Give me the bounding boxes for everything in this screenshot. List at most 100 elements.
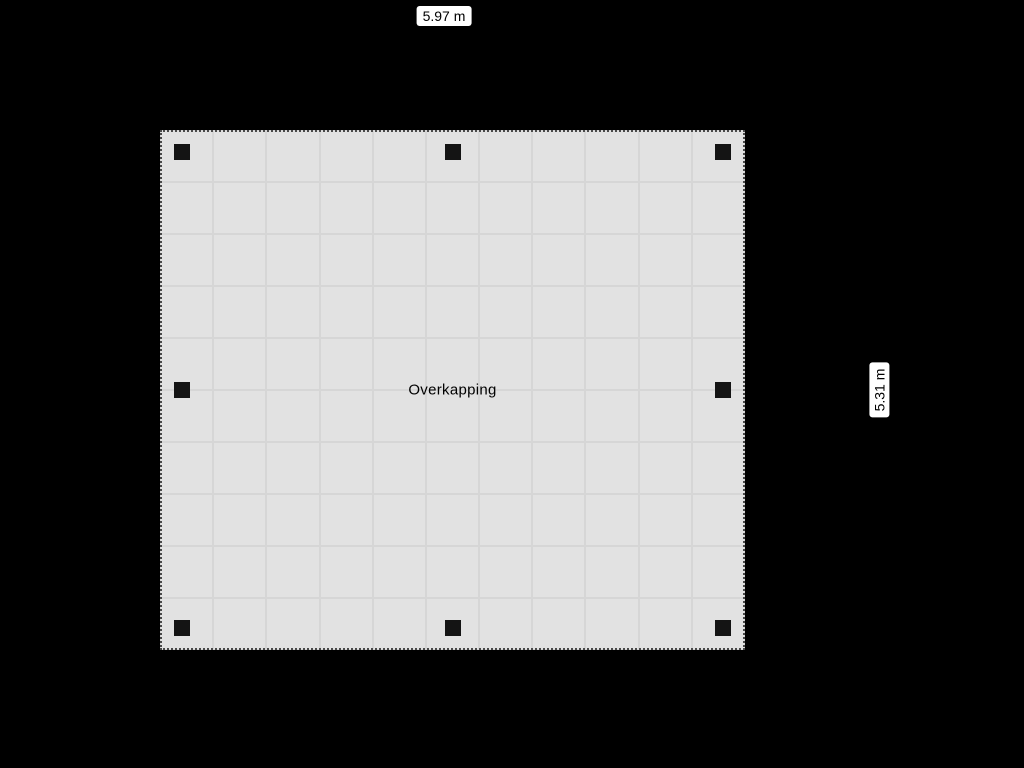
floor-tile bbox=[266, 390, 319, 442]
floor-tile bbox=[160, 546, 213, 598]
floor-tile bbox=[320, 182, 373, 234]
floor-tile bbox=[266, 546, 319, 598]
floor-tile bbox=[426, 234, 479, 286]
floor-tile bbox=[639, 234, 692, 286]
floor-tile bbox=[585, 182, 638, 234]
floor-tile bbox=[532, 182, 585, 234]
floor-tile bbox=[479, 494, 532, 546]
floor-tile bbox=[532, 546, 585, 598]
floor-tile bbox=[426, 442, 479, 494]
floor-tile bbox=[266, 182, 319, 234]
support-post bbox=[174, 382, 190, 398]
floor-tile bbox=[692, 234, 745, 286]
floor-tile bbox=[692, 494, 745, 546]
floor-tile bbox=[479, 546, 532, 598]
floor-tile bbox=[160, 234, 213, 286]
floor-tile bbox=[639, 182, 692, 234]
floor-tile bbox=[320, 390, 373, 442]
floor-tile bbox=[320, 546, 373, 598]
room-label: Overkapping bbox=[408, 382, 496, 399]
floor-tile bbox=[213, 234, 266, 286]
floor-tile bbox=[532, 234, 585, 286]
dimension-height-label: 5.31 m bbox=[869, 363, 889, 418]
floor-tile bbox=[213, 182, 266, 234]
floor-tile bbox=[532, 390, 585, 442]
floor-tile bbox=[213, 598, 266, 650]
floor-tile bbox=[373, 442, 426, 494]
floor-tile bbox=[213, 494, 266, 546]
floor-tile bbox=[266, 286, 319, 338]
floor-tile bbox=[373, 286, 426, 338]
floor-tile bbox=[479, 130, 532, 182]
floor-tile bbox=[160, 182, 213, 234]
floor-tile bbox=[479, 286, 532, 338]
floor-tile bbox=[213, 390, 266, 442]
floor-tile bbox=[585, 390, 638, 442]
floor-tile bbox=[639, 286, 692, 338]
floor-tile bbox=[532, 494, 585, 546]
floor-tile bbox=[639, 494, 692, 546]
floor-tile bbox=[692, 546, 745, 598]
floor-tile bbox=[585, 130, 638, 182]
floor-tile bbox=[266, 130, 319, 182]
floor-tile bbox=[320, 286, 373, 338]
floor-tile bbox=[639, 442, 692, 494]
floor-tile bbox=[266, 338, 319, 390]
floor-tile bbox=[320, 494, 373, 546]
floor-tile bbox=[639, 130, 692, 182]
floor-tile bbox=[213, 286, 266, 338]
floor-tile bbox=[479, 598, 532, 650]
floor-tile bbox=[160, 442, 213, 494]
floor-tile bbox=[585, 286, 638, 338]
floor-tile bbox=[479, 234, 532, 286]
floor-tile bbox=[320, 234, 373, 286]
support-post bbox=[715, 382, 731, 398]
support-post bbox=[715, 620, 731, 636]
floor-tile bbox=[426, 494, 479, 546]
floor-tile bbox=[373, 234, 426, 286]
floor-tile bbox=[320, 338, 373, 390]
room-overkapping: Overkapping bbox=[160, 130, 745, 650]
floor-tile bbox=[320, 130, 373, 182]
floor-tile bbox=[426, 286, 479, 338]
floor-tile bbox=[373, 546, 426, 598]
floor-tile bbox=[426, 182, 479, 234]
floor-tile bbox=[479, 182, 532, 234]
floor-tile bbox=[532, 130, 585, 182]
floorplan-canvas: Overkapping 5.97 m 5.31 m bbox=[0, 0, 1024, 768]
floor-tile bbox=[639, 338, 692, 390]
floor-tile bbox=[266, 598, 319, 650]
floor-tile bbox=[426, 546, 479, 598]
floor-tile bbox=[266, 234, 319, 286]
floor-tile bbox=[160, 494, 213, 546]
floor-tile bbox=[479, 442, 532, 494]
floor-tile bbox=[373, 182, 426, 234]
floor-tile bbox=[585, 494, 638, 546]
floor-tile bbox=[160, 286, 213, 338]
support-post bbox=[445, 620, 461, 636]
support-post bbox=[174, 144, 190, 160]
floor-tile bbox=[639, 546, 692, 598]
floor-tile bbox=[692, 442, 745, 494]
floor-tile bbox=[373, 494, 426, 546]
floor-tile bbox=[585, 442, 638, 494]
floor-tile bbox=[585, 546, 638, 598]
floor-tile bbox=[585, 338, 638, 390]
floor-tile bbox=[692, 182, 745, 234]
floor-tile bbox=[213, 130, 266, 182]
support-post bbox=[715, 144, 731, 160]
floor-tile bbox=[213, 338, 266, 390]
support-post bbox=[174, 620, 190, 636]
floor-tile bbox=[213, 442, 266, 494]
floor-tile bbox=[373, 130, 426, 182]
floor-tile bbox=[639, 390, 692, 442]
floor-tile bbox=[213, 546, 266, 598]
floor-tile bbox=[585, 598, 638, 650]
support-post bbox=[445, 144, 461, 160]
floor-tile bbox=[532, 442, 585, 494]
floor-tile bbox=[532, 598, 585, 650]
floor-tile bbox=[266, 494, 319, 546]
floor-tile bbox=[692, 286, 745, 338]
floor-tile bbox=[532, 338, 585, 390]
dimension-width-label: 5.97 m bbox=[417, 6, 472, 26]
